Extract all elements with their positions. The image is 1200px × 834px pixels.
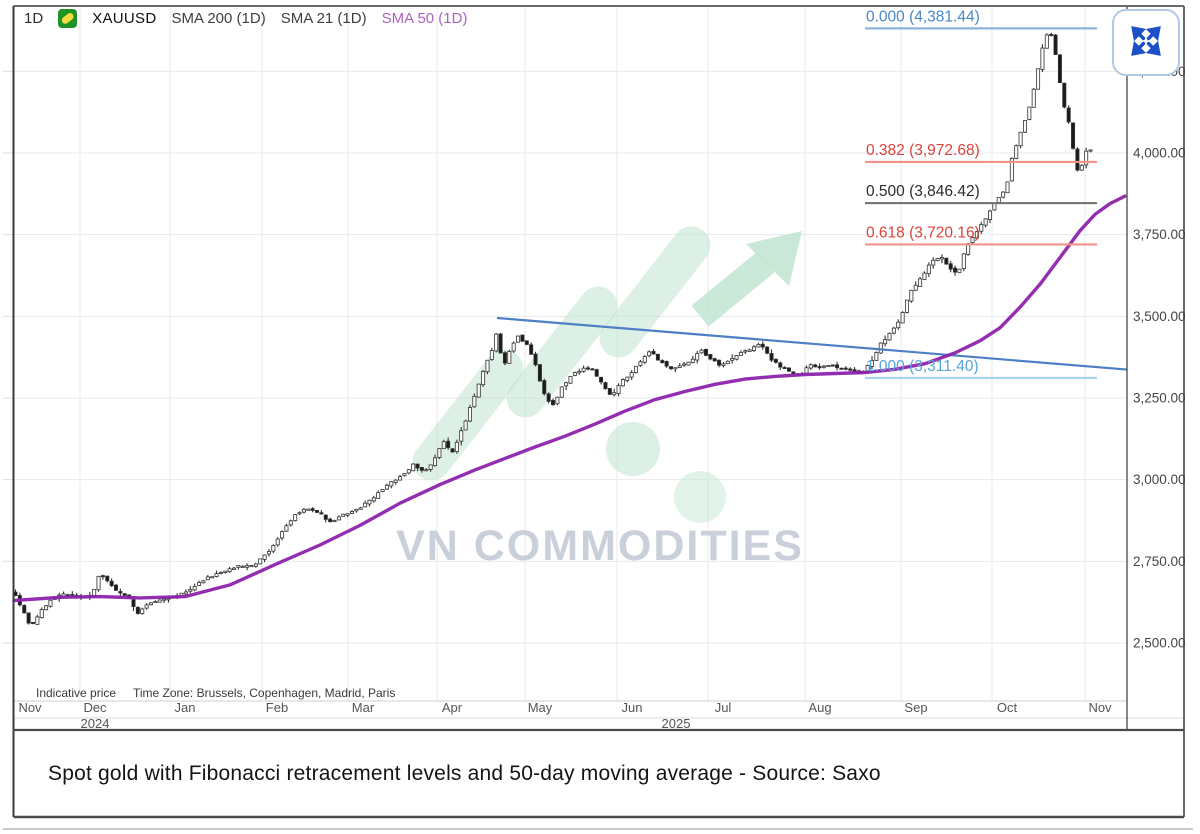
- caption-bar: Spot gold with Fibonacci retracement lev…: [15, 733, 1182, 815]
- fullscreen-button[interactable]: [1112, 9, 1180, 76]
- fib-label-0.500: 0.500 (3,846.42): [866, 183, 980, 200]
- expand-icon: [1125, 20, 1167, 65]
- x-axis-month-label: Jan: [175, 700, 196, 715]
- indicator-sma50-label[interactable]: SMA 50 (1D): [381, 10, 468, 27]
- indicative-price-note: Indicative price: [36, 686, 116, 700]
- x-axis-month-label: Dec: [83, 700, 107, 715]
- x-axis-month-label: Apr: [442, 700, 463, 715]
- x-axis-month-label: Jul: [715, 700, 732, 715]
- indicator-sma200-label[interactable]: SMA 200 (1D): [171, 10, 266, 27]
- fib-label-0.618: 0.618 (3,720.16): [866, 224, 980, 241]
- y-axis-label: 3,750.00: [1133, 227, 1186, 242]
- x-axis-month-label: Nov: [18, 700, 42, 715]
- y-axis-label: 3,000.00: [1133, 472, 1186, 487]
- x-axis-month-label: Oct: [997, 700, 1018, 715]
- plot-borders: [3, 5, 1193, 830]
- x-axis-year-label: 2025: [662, 716, 691, 731]
- y-axis-label: 3,500.00: [1133, 309, 1186, 324]
- x-axis-year-label: 2024: [81, 716, 110, 731]
- x-axis-month-label: Mar: [352, 700, 375, 715]
- chart-legend: 1D XAUUSD SMA 200 (1D) SMA 21 (1D) SMA 5…: [24, 9, 467, 28]
- x-axis-month-label: Feb: [266, 700, 288, 715]
- symbol-label[interactable]: XAUUSD: [92, 10, 157, 27]
- y-axis-label: 3,250.00: [1133, 391, 1186, 406]
- symbol-flag-icon: [58, 9, 78, 28]
- descending-trendline[interactable]: [496, 316, 1128, 371]
- fib-label-0.000: 0.000 (4,381.44): [866, 8, 980, 25]
- caption-text: Spot gold with Fibonacci retracement lev…: [48, 762, 881, 785]
- sma50-line[interactable]: [12, 194, 1127, 603]
- candlesticks: [13, 32, 1093, 625]
- timeframe-label[interactable]: 1D: [24, 10, 44, 27]
- fib-label-1.000: 1.000 (3,311.40): [866, 358, 979, 375]
- x-axis-month-label: Nov: [1088, 700, 1112, 715]
- x-axis-month-label: Sep: [904, 700, 927, 715]
- gridlines: [3, 6, 1127, 701]
- fibonacci-levels: 0.000 (4,381.44) 0.382 (3,972.68) 0.500 (3…: [865, 8, 1097, 380]
- indicator-sma21-label[interactable]: SMA 21 (1D): [280, 10, 367, 27]
- x-axis-month-label: Jun: [622, 700, 643, 715]
- x-axis-month-label: Aug: [808, 700, 831, 715]
- timezone-note: Time Zone: Brussels, Copenhagen, Madrid,…: [133, 686, 395, 700]
- fib-label-0.382: 0.382 (3,972.68): [866, 142, 980, 159]
- y-axis-label: 4,000.00: [1133, 146, 1186, 161]
- watermark-text: VN COMMODITIES: [396, 522, 804, 570]
- watermark-logo: VN COMMODITIES: [396, 226, 804, 570]
- y-axis-label: 2,500.00: [1133, 636, 1186, 651]
- x-axis-month-label: May: [528, 700, 553, 715]
- y-axis-label: 2,750.00: [1133, 554, 1186, 569]
